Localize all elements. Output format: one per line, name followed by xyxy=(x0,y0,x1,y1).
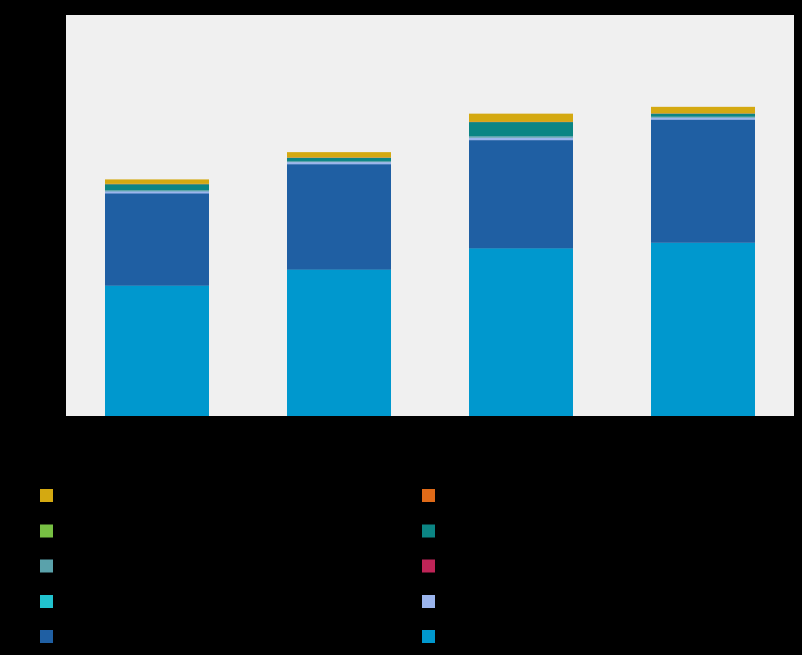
legend-item-1 xyxy=(422,630,435,643)
bar-segment-4-7 xyxy=(651,113,755,117)
bar-segment-2-7 xyxy=(287,157,391,161)
bar-segment-4-2 xyxy=(651,119,755,243)
legend-swatch-2 xyxy=(40,630,53,643)
legend-item-9 xyxy=(422,489,435,502)
legend-swatch-8 xyxy=(40,524,53,538)
bar-segment-1-3 xyxy=(105,191,209,194)
legend-swatch-10 xyxy=(40,489,53,502)
bar-segment-1-2 xyxy=(105,193,209,286)
legend-item-10 xyxy=(40,489,53,502)
bar-segment-3-1 xyxy=(469,248,573,416)
bar-segment-3-5 xyxy=(469,136,573,138)
bar-segment-3-2 xyxy=(469,140,573,249)
legend-item-4 xyxy=(40,594,53,608)
bar-segment-1-10 xyxy=(105,179,209,184)
bar-segment-2-3 xyxy=(287,162,391,165)
legend-swatch-1 xyxy=(422,630,435,643)
legend-item-3 xyxy=(422,594,435,608)
bar-segment-2-10 xyxy=(287,152,391,158)
bar-segment-2-5 xyxy=(287,160,391,163)
bar-segment-3-3 xyxy=(469,137,573,141)
bar-segment-1-7 xyxy=(105,184,209,191)
bar-segment-1-5 xyxy=(105,190,209,192)
bar-segment-4-3 xyxy=(651,117,755,120)
legend-swatch-7 xyxy=(422,524,435,538)
bars-group xyxy=(105,106,755,416)
bar-segment-4-10 xyxy=(651,106,755,114)
legend-swatch-6 xyxy=(422,559,435,573)
bar-segment-2-2 xyxy=(287,164,391,270)
legend-swatch-3 xyxy=(422,594,435,608)
legend-swatch-4 xyxy=(40,594,53,608)
bar-segment-1-1 xyxy=(105,285,209,416)
legend-swatch-5 xyxy=(40,559,53,573)
legend-item-2 xyxy=(40,630,53,643)
bar-segment-4-5 xyxy=(651,116,755,118)
legend-swatch-9 xyxy=(422,489,435,502)
bar-segment-2-1 xyxy=(287,269,391,416)
bar-segment-3-10 xyxy=(469,113,573,122)
legend-item-7 xyxy=(422,524,435,538)
bar-segment-3-7 xyxy=(469,122,573,137)
bar-segment-4-1 xyxy=(651,242,755,416)
legend-item-8 xyxy=(40,524,53,538)
legend-item-5 xyxy=(40,559,53,573)
legend xyxy=(40,489,435,643)
legend-item-6 xyxy=(422,559,435,573)
